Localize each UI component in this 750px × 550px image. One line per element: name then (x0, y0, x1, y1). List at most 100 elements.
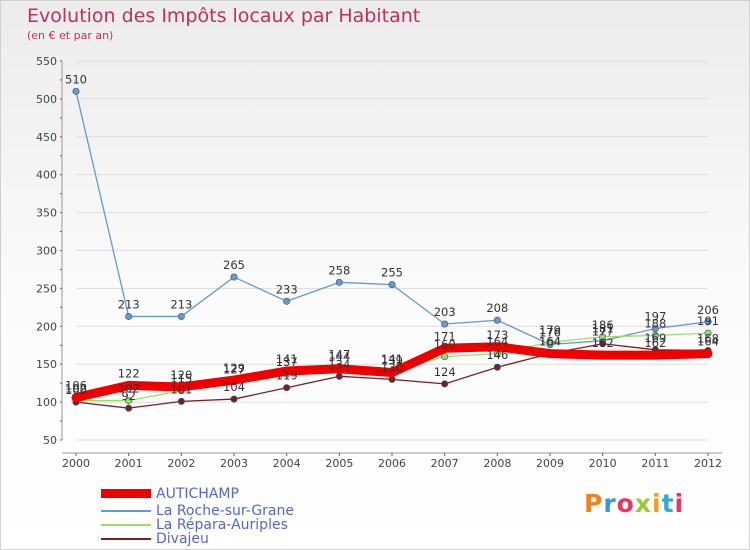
data-label-la-repara-auriples: 186 (592, 318, 614, 332)
x-tick-label: 2011 (641, 457, 669, 470)
data-point-la-roche-sur-grane (704, 318, 712, 326)
data-point-la-roche-sur-grane (283, 297, 291, 305)
logo-letter: i (674, 489, 685, 518)
x-tick-label: 2002 (167, 457, 195, 470)
data-point-autichamp (703, 349, 713, 359)
legend-swatch-autichamp (101, 489, 151, 498)
y-tick-label: 450 (36, 131, 57, 144)
y-tick-label: 550 (36, 55, 57, 68)
data-label-divajeu: 119 (276, 369, 298, 383)
y-tick-label: 400 (36, 169, 57, 182)
data-label-la-repara-auriples: 147 (328, 347, 350, 361)
data-label-autichamp: 144 (328, 350, 350, 364)
data-point-autichamp (387, 368, 397, 378)
chart-title: Evolution des Impôts locaux par Habitant (27, 5, 421, 27)
x-tick-label: 2003 (220, 457, 248, 470)
data-label-autichamp: 162 (644, 336, 666, 350)
legend-item-la-roche-sur-grane: La Roche-sur-Grane (101, 502, 294, 519)
logo-letter: P (584, 489, 604, 518)
y-tick-label: 300 (36, 245, 57, 258)
data-label-la-roche-sur-grane: 213 (170, 297, 192, 311)
data-label-divajeu: 169 (644, 331, 666, 345)
x-tick-label: 2007 (431, 457, 459, 470)
data-label-divajeu: 130 (381, 360, 403, 374)
data-point-autichamp (282, 366, 292, 376)
data-label-la-repara-auriples: 191 (697, 314, 719, 328)
data-label-la-repara-auriples: 137 (276, 355, 298, 369)
data-point-divajeu (335, 372, 343, 380)
x-tick-label: 2001 (115, 457, 143, 470)
data-point-la-repara-auriples (441, 353, 449, 361)
x-tick-label: 2000 (62, 457, 90, 470)
legend-item-autichamp: AUTICHAMP (101, 485, 239, 502)
data-label-la-repara-auriples: 141 (381, 352, 403, 366)
data-point-autichamp (334, 364, 344, 374)
data-label-autichamp: 162 (592, 336, 614, 350)
data-point-la-roche-sur-grane (177, 312, 185, 320)
data-label-autichamp: 141 (276, 352, 298, 366)
data-label-autichamp: 122 (118, 366, 140, 380)
data-point-autichamp (124, 380, 134, 390)
data-label-la-repara-auriples: 102 (118, 382, 140, 396)
data-label-autichamp: 164 (539, 335, 561, 349)
data-label-autichamp: 106 (65, 379, 87, 393)
data-point-autichamp (650, 350, 660, 360)
data-label-la-repara-auriples: 115 (170, 372, 192, 386)
data-point-divajeu (125, 404, 133, 412)
data-point-la-repara-auriples (651, 331, 659, 339)
x-tick-label: 2012 (694, 457, 722, 470)
data-point-divajeu (283, 384, 291, 392)
legend-swatch-la-repara-auriples (101, 523, 151, 526)
legend-item-la-repara-auriples: La Répara-Auriples (101, 517, 288, 533)
data-point-la-roche-sur-grane (125, 312, 133, 320)
x-tick-label: 2009 (536, 457, 564, 470)
axes: 50 100 150 200 250 300 350 400 450 500 550 2000 2001… (36, 55, 722, 470)
data-label-la-repara-auriples: 188 (644, 316, 666, 330)
data-point-autichamp (229, 375, 239, 385)
data-label-la-roche-sur-grane: 197 (644, 310, 666, 324)
data-label-la-roche-sur-grane: 265 (223, 258, 245, 272)
data-label-divajeu: 146 (486, 348, 508, 362)
data-label-divajeu: 101 (170, 382, 192, 396)
data-label-autichamp: 164 (697, 335, 719, 349)
data-point-autichamp (492, 342, 502, 352)
x-tick-label: 2006 (378, 457, 406, 470)
data-label-la-roche-sur-grane: 176 (539, 325, 561, 339)
y-tick-label: 500 (36, 93, 57, 106)
legend-label-la-roche-sur-grane: La Roche-sur-Grane (156, 502, 294, 519)
data-label-divajeu: 134 (328, 357, 350, 371)
data-label-autichamp: 139 (381, 354, 403, 368)
x-tick-label: 2008 (483, 457, 511, 470)
x-tick-label: 2005 (325, 457, 353, 470)
data-label-divajeu: 124 (434, 365, 456, 379)
y-tick-label: 150 (36, 358, 57, 371)
y-tick-label: 250 (36, 282, 57, 295)
data-point-la-roche-sur-grane (230, 273, 238, 281)
data-point-la-roche-sur-grane (441, 320, 449, 328)
data-label-divajeu: 104 (223, 380, 245, 394)
legend-swatch-la-roche-sur-grane (101, 509, 151, 512)
data-point-autichamp (598, 350, 608, 360)
data-label-divajeu: 168 (697, 332, 719, 346)
data-point-divajeu (177, 397, 185, 405)
legend-item-divajeu: Divajeu (101, 530, 209, 547)
data-label-la-roche-sur-grane: 233 (276, 282, 298, 296)
logo-letter: r (603, 489, 617, 518)
legend-label-autichamp: AUTICHAMP (156, 485, 239, 502)
legend-label-divajeu: Divajeu (156, 530, 209, 547)
data-label-divajeu: 177 (592, 325, 614, 339)
data-point-autichamp (440, 343, 450, 353)
data-label-autichamp: 173 (486, 328, 508, 342)
series-layer (71, 87, 713, 412)
logo-letter: i (652, 489, 662, 518)
data-point-autichamp (545, 349, 555, 359)
logo-letter: o (616, 489, 635, 518)
data-label-divajeu: 100 (65, 383, 87, 397)
data-label-la-repara-auriples: 127 (223, 363, 245, 377)
data-label-la-repara-auriples: 164 (486, 335, 508, 349)
data-point-la-roche-sur-grane (493, 316, 501, 324)
data-label-la-roche-sur-grane: 255 (381, 266, 403, 280)
legend-swatch-divajeu (101, 537, 151, 540)
proxiti-logo: Proxiti (584, 489, 684, 518)
